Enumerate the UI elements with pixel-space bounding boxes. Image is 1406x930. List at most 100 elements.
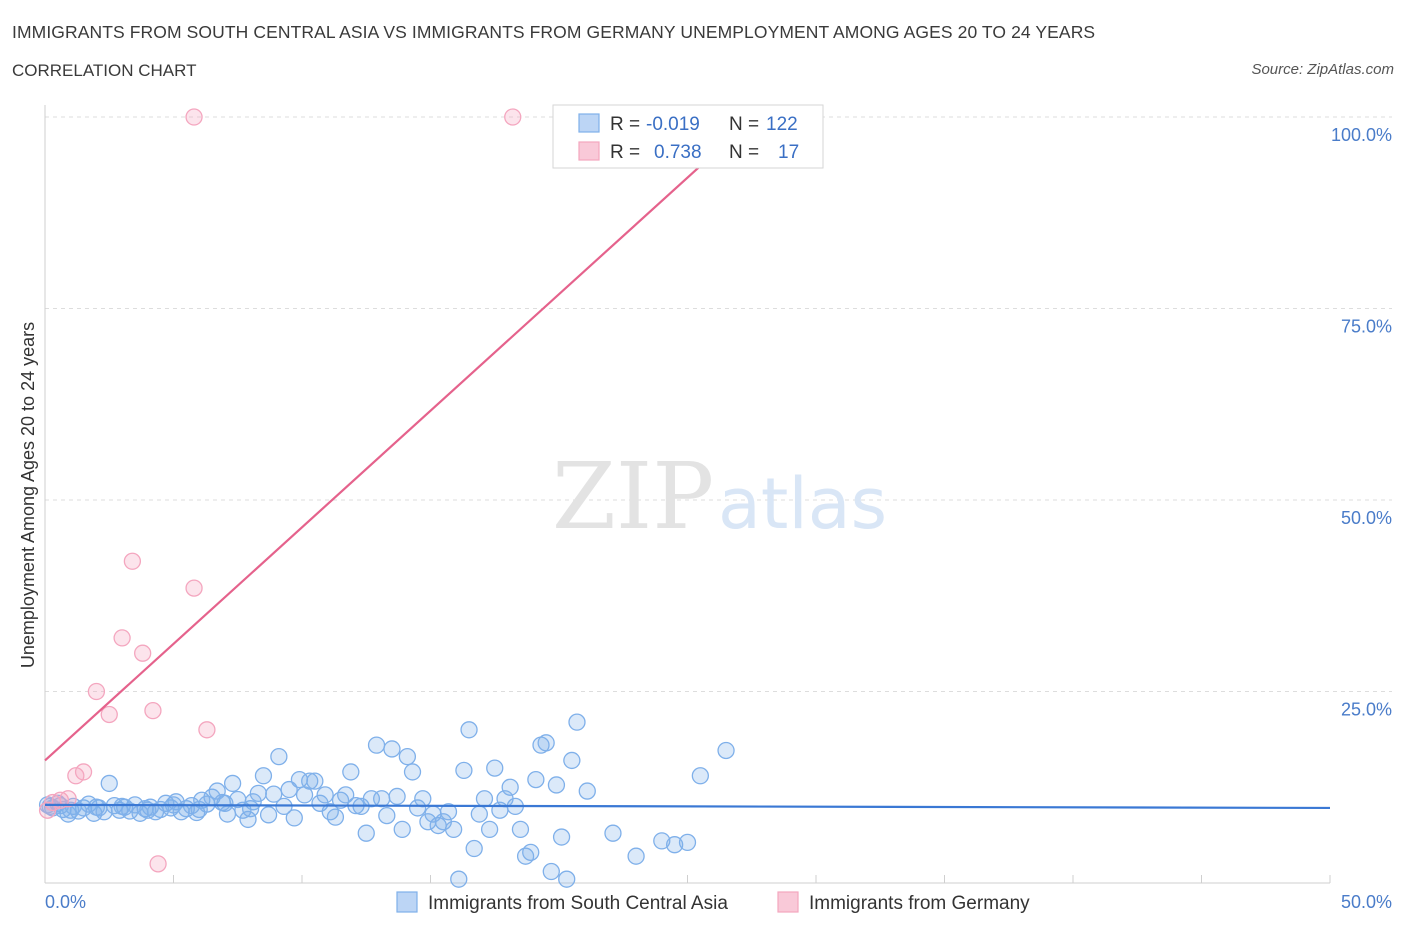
point-south-central-asia [450, 870, 468, 888]
chart-title: IMMIGRANTS FROM SOUTH CENTRAL ASIA VS IM… [12, 22, 1096, 42]
y-tick-label: 25.0% [1341, 700, 1392, 720]
stats-r-value-1: -0.019 [646, 114, 700, 135]
stats-r-value-2: 0.738 [654, 142, 702, 163]
point-germany [74, 763, 93, 781]
y-tick-label: 50.0% [1341, 508, 1392, 528]
point-south-central-asia [393, 820, 411, 839]
point-germany [123, 552, 142, 570]
point-germany [87, 682, 106, 701]
point-south-central-asia [470, 805, 488, 823]
axes [44, 105, 1330, 884]
point-germany [185, 579, 203, 597]
point-south-central-asia [241, 800, 260, 818]
stats-r-label-2: R = [610, 142, 640, 163]
point-south-central-asia [254, 767, 273, 785]
point-germany [185, 108, 203, 126]
point-south-central-asia [678, 833, 697, 852]
stats-r-label-1: R = [610, 114, 640, 135]
x-tick-label: 0.0% [45, 892, 86, 912]
point-south-central-asia [653, 832, 671, 850]
point-south-central-asia [717, 741, 735, 760]
point-south-central-asia [139, 801, 157, 819]
point-south-central-asia [460, 721, 478, 739]
point-germany [149, 855, 167, 873]
point-south-central-asia [537, 734, 555, 752]
point-south-central-asia [326, 808, 345, 826]
point-south-central-asia [547, 776, 566, 794]
point-south-central-asia [408, 799, 427, 817]
point-south-central-asia [239, 810, 257, 829]
stats-swatch-south-central-asia [578, 113, 600, 133]
point-south-central-asia [552, 828, 571, 846]
point-south-central-asia [398, 747, 417, 766]
point-germany [198, 721, 216, 739]
point-south-central-asia [522, 843, 540, 862]
legend-label-south-central-asia: Immigrants from South Central Asia [428, 893, 728, 914]
point-south-central-asia [475, 790, 494, 808]
point-south-central-asia [383, 740, 401, 758]
point-south-central-asia [306, 772, 324, 790]
point-south-central-asia [691, 767, 709, 785]
point-south-central-asia [486, 759, 504, 777]
x-tick-labels: 0.0% 50.0% [45, 892, 1392, 912]
source-credit: Source: ZipAtlas.com [1251, 61, 1394, 78]
watermark-zip: ZIP [552, 443, 714, 550]
point-south-central-asia [578, 782, 596, 800]
point-germany [144, 702, 162, 720]
point-south-central-asia [568, 713, 586, 731]
stats-box: R = -0.019 N = 122 R = 0.738 N = 17 [552, 104, 824, 169]
point-germany [134, 644, 152, 662]
x-tick-label: 50.0% [1341, 892, 1392, 912]
point-south-central-asia [270, 747, 288, 766]
point-south-central-asia [388, 787, 406, 806]
point-south-central-asia [373, 790, 391, 808]
point-south-central-asia [249, 784, 267, 803]
point-south-central-asia [301, 772, 319, 790]
y-tick-label: 100.0% [1331, 125, 1392, 145]
point-south-central-asia [100, 774, 118, 793]
point-south-central-asia [223, 774, 242, 793]
point-south-central-asia [666, 836, 684, 854]
point-south-central-asia [259, 806, 278, 824]
trend-lines [44, 116, 1331, 810]
stats-swatch-germany [578, 141, 600, 161]
stats-n-value-1: 122 [766, 114, 798, 135]
point-south-central-asia [280, 780, 298, 799]
point-south-central-asia [113, 797, 131, 816]
point-south-central-asia [604, 824, 622, 842]
y-axis-label: Unemployment Among Ages 20 to 24 years [18, 322, 38, 668]
point-germany [504, 108, 522, 126]
point-south-central-asia [439, 803, 458, 821]
watermark: ZIP atlas [552, 443, 887, 550]
trend-line-south-central-asia [44, 803, 1331, 810]
point-south-central-asia [342, 763, 360, 781]
point-south-central-asia [357, 824, 375, 842]
trend-line-germany [44, 116, 756, 762]
point-south-central-asia [378, 806, 396, 825]
point-south-central-asia [316, 786, 334, 804]
point-south-central-asia [444, 820, 463, 839]
point-south-central-asia [627, 847, 645, 865]
y-tick-label: 75.0% [1341, 317, 1392, 337]
point-south-central-asia [403, 763, 422, 781]
point-south-central-asia [511, 820, 530, 839]
legend-label-germany: Immigrants from Germany [809, 893, 1030, 914]
point-south-central-asia [367, 736, 386, 754]
point-south-central-asia [414, 790, 432, 808]
point-south-central-asia [465, 839, 483, 858]
point-south-central-asia [480, 820, 499, 839]
chart-subtitle: CORRELATION CHART [12, 61, 197, 80]
point-south-central-asia [563, 751, 581, 770]
point-south-central-asia [558, 870, 576, 888]
y-tick-labels: 25.0% 50.0% 75.0% 100.0% [1331, 125, 1392, 720]
stats-n-value-2: 17 [778, 142, 799, 163]
point-south-central-asia [542, 862, 560, 881]
point-south-central-asia [265, 785, 283, 803]
stats-n-label-2: N = [729, 142, 759, 163]
point-south-central-asia [190, 800, 208, 819]
point-south-central-asia [527, 770, 545, 789]
point-south-central-asia [285, 809, 303, 827]
point-south-central-asia [455, 761, 473, 780]
legend: Immigrants from South Central Asia Immig… [396, 891, 1030, 914]
